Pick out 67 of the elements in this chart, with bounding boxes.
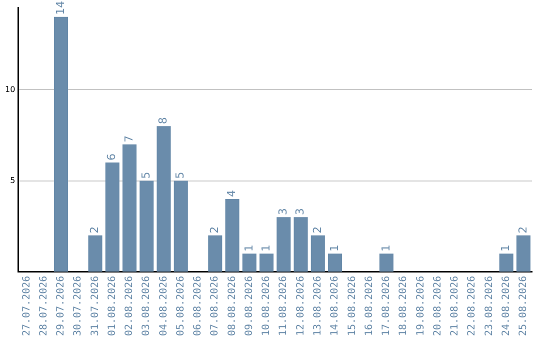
bar [122, 144, 137, 272]
bar [276, 217, 291, 272]
data-label: 1 [259, 244, 272, 252]
x-tick-label: 08.08.2026 [226, 276, 238, 336]
data-label: 3 [276, 208, 290, 216]
x-tick-label: 16.08.2026 [364, 276, 375, 336]
data-label: 2 [208, 226, 222, 234]
x-tick-label: 21.08.2026 [450, 276, 461, 336]
data-label: 2 [88, 226, 102, 234]
data-label: 4 [225, 190, 238, 197]
x-tick-label: 07.08.2026 [210, 276, 221, 336]
x-tick-label: 11.08.2026 [278, 276, 290, 336]
data-label: 6 [105, 154, 118, 161]
bar [294, 217, 308, 272]
x-tick-label: 04.08.2026 [158, 276, 170, 336]
data-label: 1 [328, 244, 341, 252]
x-tick-label: 22.08.2026 [466, 276, 478, 336]
bar [105, 162, 120, 272]
x-tick-label: 10.08.2026 [261, 276, 272, 336]
x-tick-label: 23.08.2026 [484, 276, 495, 336]
data-label: 3 [294, 208, 307, 216]
x-tick-label: 24.08.2026 [500, 276, 512, 336]
x-tick-label: 31.07.2026 [90, 276, 101, 336]
x-tick-label: 05.08.2026 [175, 276, 186, 336]
bar [140, 180, 154, 272]
bar [88, 235, 102, 272]
x-tick-label: 25.08.2026 [518, 276, 530, 336]
bar [379, 254, 394, 272]
bar [156, 126, 171, 272]
data-label: 1 [379, 244, 392, 252]
x-tick-label: 18.08.2026 [398, 276, 410, 336]
bar [516, 235, 530, 272]
data-label: 7 [122, 135, 136, 142]
data-label: 5 [139, 172, 152, 179]
bar [174, 180, 188, 272]
bar [242, 254, 256, 272]
x-tick-label: 01.08.2026 [106, 276, 118, 336]
x-tick-label: 02.08.2026 [124, 276, 136, 336]
x-tick-label: 09.08.2026 [244, 276, 255, 336]
x-tick-label: 03.08.2026 [141, 276, 152, 336]
bar [310, 235, 325, 272]
bar [260, 254, 274, 272]
data-label: 1 [242, 244, 256, 252]
data-label: 2 [516, 226, 530, 234]
x-tick-label: 15.08.2026 [346, 276, 358, 336]
bar [499, 254, 514, 272]
bar [54, 16, 68, 272]
data-label: 5 [174, 172, 187, 179]
x-tick-label: 29.07.2026 [56, 276, 67, 336]
data-label: 1 [499, 244, 512, 252]
data-label: 14 [54, 0, 67, 15]
x-tick-label: 14.08.2026 [330, 276, 341, 336]
x-tick-label: 13.08.2026 [312, 276, 324, 336]
bar [225, 198, 240, 272]
x-tick-label: 17.08.2026 [381, 276, 392, 336]
bar [208, 235, 222, 272]
x-tick-label: 19.08.2026 [415, 276, 426, 336]
x-tick-label: 28.07.2026 [38, 276, 50, 336]
data-label: 2 [310, 226, 324, 234]
bar [328, 254, 342, 272]
x-tick-label: 20.08.2026 [432, 276, 444, 336]
x-tick-label: 30.07.2026 [72, 276, 84, 336]
y-tick-label: 10 [4, 84, 16, 94]
data-label: 8 [156, 117, 170, 124]
x-tick-label: 06.08.2026 [192, 276, 204, 336]
x-tick-label: 27.07.2026 [21, 276, 32, 336]
x-tick-label: 12.08.2026 [295, 276, 306, 336]
